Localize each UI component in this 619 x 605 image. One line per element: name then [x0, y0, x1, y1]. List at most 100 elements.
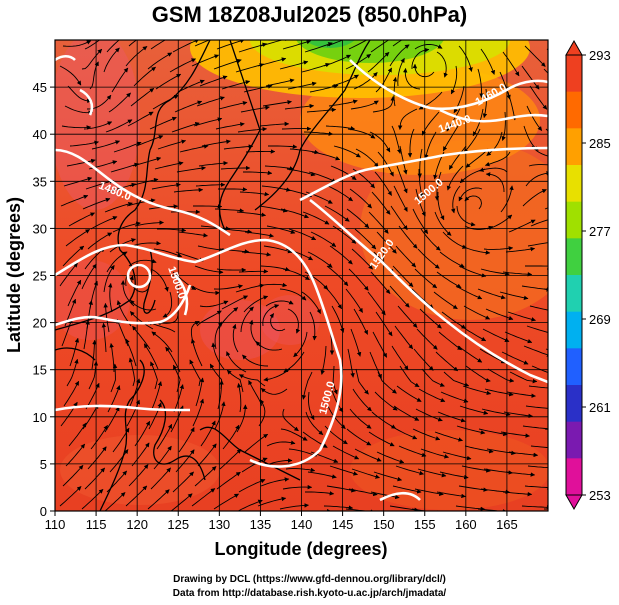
streamline	[237, 499, 263, 511]
streamline	[259, 121, 290, 127]
colorbar-segment	[566, 348, 582, 386]
streamline	[282, 408, 299, 432]
streamline	[191, 54, 220, 67]
streamline	[81, 48, 103, 70]
streamline	[154, 161, 184, 170]
streamline	[266, 225, 296, 234]
streamline	[349, 408, 372, 429]
streamline	[508, 219, 536, 233]
contour-line	[174, 274, 189, 316]
streamline	[543, 68, 548, 74]
streamline	[455, 285, 483, 300]
streamline	[106, 251, 128, 273]
streamline	[149, 116, 177, 130]
colorbar-segment	[566, 128, 582, 166]
streamline	[345, 53, 372, 70]
contour-line	[379, 491, 421, 502]
streamline	[393, 185, 408, 212]
streamline	[260, 40, 290, 47]
streamline	[484, 388, 514, 397]
x-tick-label: 140	[291, 517, 313, 532]
streamline	[107, 385, 121, 413]
streamline	[284, 103, 315, 110]
streamline	[213, 58, 242, 70]
streamline	[257, 496, 287, 507]
streamline	[458, 187, 483, 202]
streamline	[216, 40, 245, 50]
streamline	[165, 346, 181, 373]
streamline	[238, 479, 266, 493]
streamline	[347, 128, 376, 139]
streamline	[434, 171, 442, 201]
streamline	[399, 145, 408, 175]
streamline	[351, 248, 373, 270]
streamline	[172, 364, 181, 393]
streamline	[238, 269, 269, 274]
streamline	[266, 440, 296, 447]
streamline	[368, 431, 395, 447]
streamline	[66, 358, 79, 387]
streamline	[150, 268, 169, 292]
streamline	[457, 345, 483, 363]
streamline	[59, 65, 82, 86]
streamline	[129, 299, 157, 311]
streamline	[236, 211, 267, 217]
streamline	[280, 208, 309, 219]
streamline	[215, 122, 245, 130]
streamline	[244, 433, 269, 453]
streamline	[81, 488, 104, 510]
streamline	[352, 388, 372, 412]
streamline	[327, 185, 353, 202]
streamline	[417, 468, 447, 478]
streamline	[458, 45, 473, 72]
streamline	[61, 125, 92, 130]
streamline	[372, 331, 388, 358]
streamline	[464, 445, 494, 454]
streamline	[172, 40, 200, 53]
streamline	[196, 96, 225, 107]
colorbar-segment	[566, 275, 582, 313]
streamline	[301, 291, 321, 315]
streamline	[398, 445, 427, 458]
streamline	[265, 78, 295, 87]
streamline	[528, 164, 548, 167]
streamline	[175, 449, 195, 473]
y-tick-label: 45	[33, 80, 47, 95]
streamline	[221, 80, 251, 90]
streamline	[262, 304, 280, 327]
streamline	[150, 361, 158, 390]
streamline	[109, 449, 129, 473]
streamline	[414, 268, 438, 289]
streamline	[236, 382, 242, 413]
streamline	[472, 108, 484, 137]
streamline	[439, 471, 469, 480]
streamline	[211, 342, 225, 370]
streamline	[197, 443, 217, 467]
streamline	[486, 448, 516, 456]
streamline	[258, 399, 266, 427]
streamline	[89, 61, 99, 90]
colorbar-segment	[566, 385, 582, 423]
streamline	[480, 48, 496, 75]
streamline	[331, 74, 359, 87]
streamline	[63, 380, 80, 407]
streamline	[66, 158, 96, 167]
streamline	[222, 228, 253, 234]
streamline	[282, 40, 312, 50]
streamline	[219, 448, 242, 470]
x-tick-label: 115	[86, 517, 107, 532]
colorbar-label: 285	[589, 136, 611, 151]
streamline	[255, 341, 283, 351]
streamline	[326, 40, 344, 47]
streamline	[524, 485, 548, 488]
streamline	[104, 492, 126, 511]
streamline	[437, 191, 445, 221]
streamline	[332, 225, 357, 244]
streamline	[324, 205, 350, 222]
contour-line	[349, 59, 548, 111]
streamline	[194, 265, 224, 275]
streamline	[192, 398, 205, 427]
streamline	[398, 225, 418, 249]
streamline	[67, 279, 82, 307]
streamline	[502, 271, 533, 277]
